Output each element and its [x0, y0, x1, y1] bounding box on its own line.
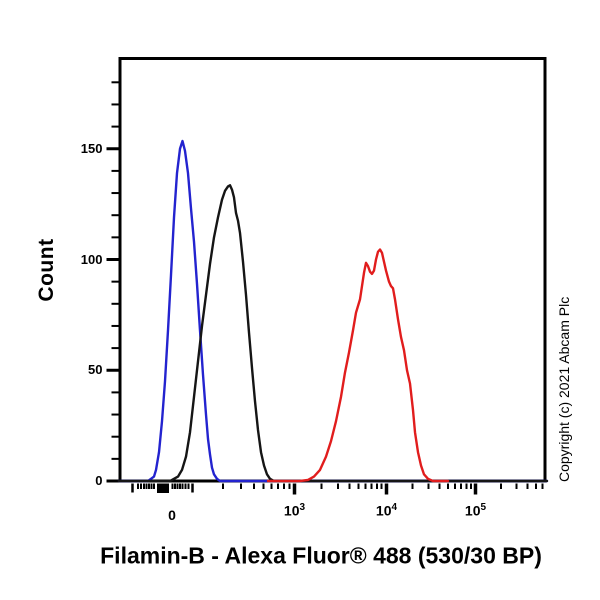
x-tick-label: 103 [283, 502, 306, 519]
x-tick-label: 0 [168, 507, 176, 523]
plot-frame [118, 57, 547, 483]
curve-blue [117, 139, 549, 483]
chart-title: Filamin-B - Alexa Fluor® 488 (530/30 BP) [100, 542, 542, 569]
y-tick-label: 150 [80, 140, 103, 156]
x-axis-zero-tick-cluster [157, 483, 169, 493]
curve-red [266, 248, 450, 483]
y-tick-label: 50 [88, 362, 103, 378]
y-tick-label: 0 [95, 473, 103, 488]
copyright-text: Copyright (c) 2021 Abcam Plc [556, 296, 572, 482]
y-tick-label: 100 [80, 251, 103, 267]
x-tick-label: 105 [464, 502, 487, 519]
curve-black [117, 184, 549, 483]
x-tick-label: 104 [375, 502, 398, 519]
